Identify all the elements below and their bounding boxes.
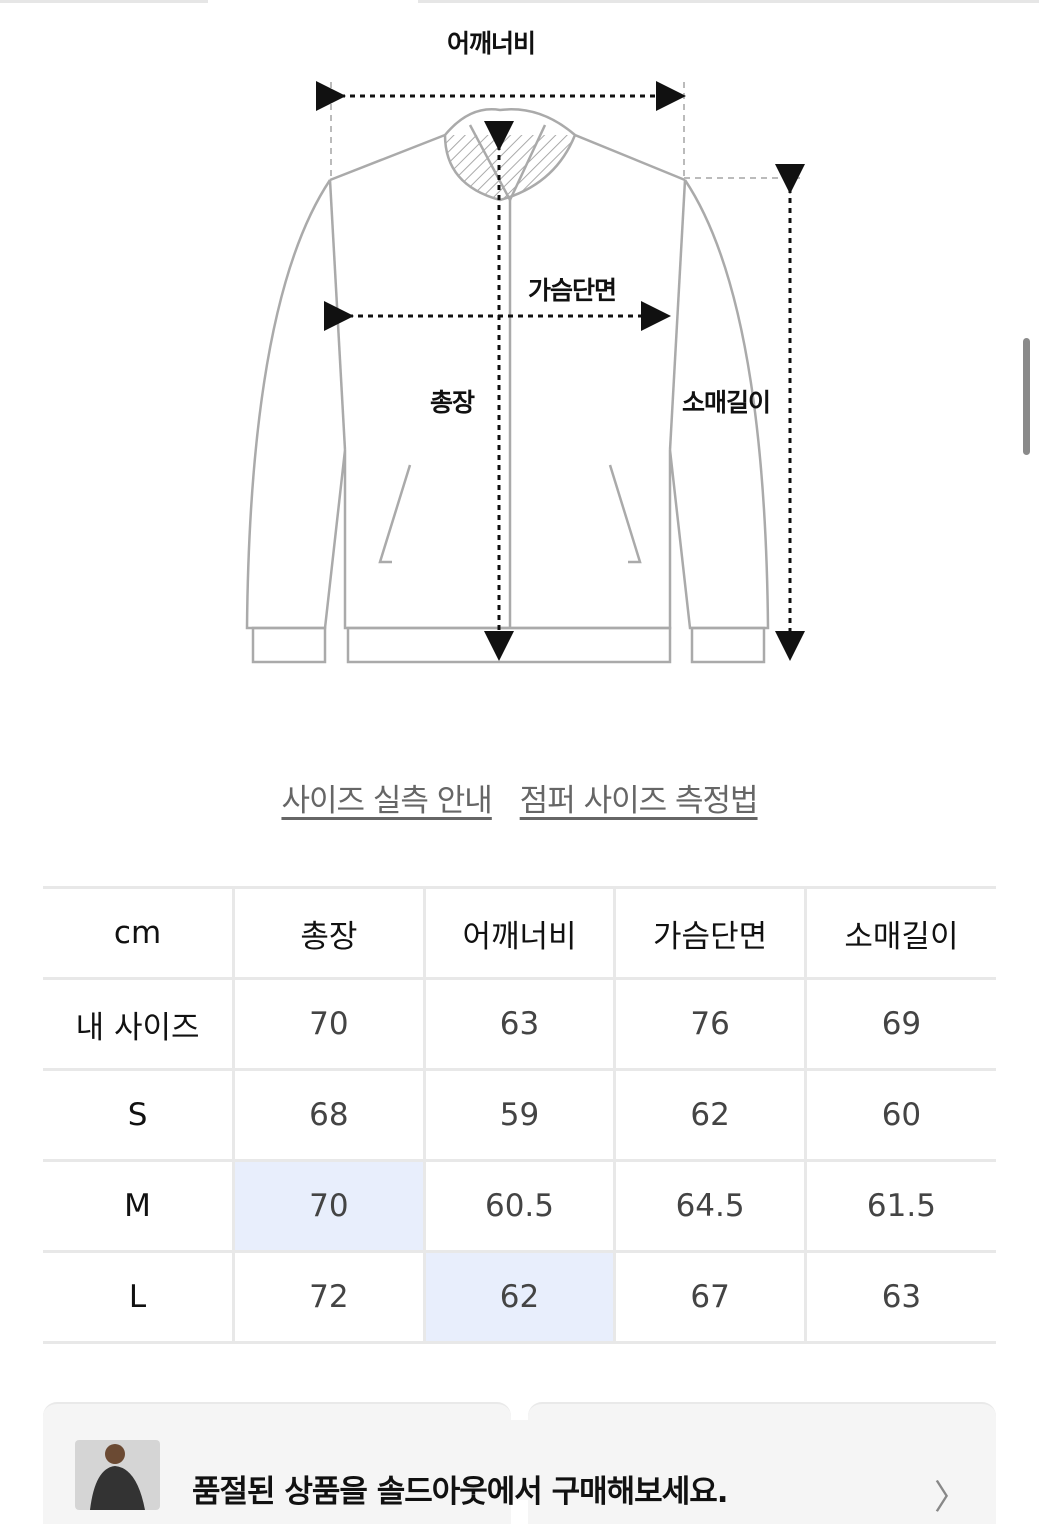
cell: 67: [613, 1250, 807, 1344]
size-label: S: [43, 1068, 236, 1162]
header-cell: 어깨너비: [422, 886, 617, 980]
cell: 61.5: [803, 1159, 996, 1253]
size-label: M: [43, 1159, 236, 1253]
cell: 63: [422, 977, 617, 1071]
size-guide-links: 사이즈 실측 안내 점퍼 사이즈 측정법: [0, 775, 1039, 820]
cell: 63: [803, 1250, 996, 1344]
header-cell: 총장: [232, 886, 426, 980]
table-row: S 68 59 62 60: [43, 1068, 996, 1162]
product-thumbnail: [75, 1440, 160, 1510]
cell: 60: [803, 1068, 996, 1162]
sleeve-label: 소매길이: [682, 388, 771, 417]
cell: 70: [232, 977, 426, 1071]
jumper-measure-method-link[interactable]: 점퍼 사이즈 측정법: [519, 783, 759, 819]
header-cell: 소매길이: [803, 886, 996, 980]
table-row: M 70 60.5 64.5 61.5: [43, 1159, 996, 1253]
size-label: 내 사이즈: [43, 977, 236, 1071]
size-label: L: [43, 1250, 236, 1344]
chevron-right-icon[interactable]: 〉: [934, 1478, 968, 1518]
tab-indicator: [0, 0, 208, 3]
cell: 76: [613, 977, 807, 1071]
cell: 72: [232, 1250, 426, 1344]
cell-highlighted: 62: [422, 1250, 617, 1344]
table-row: L 72 62 67 63: [43, 1250, 996, 1344]
tab-indicator: [418, 0, 1039, 3]
header-cell: 가슴단면: [613, 886, 807, 980]
cell: 59: [422, 1068, 617, 1162]
length-label: 총장: [430, 388, 475, 417]
table-header-row: cm 총장 어깨너비 가슴단면 소매길이: [43, 886, 996, 980]
size-table: cm 총장 어깨너비 가슴단면 소매길이 내 사이즈 70 63 76 69 S…: [43, 886, 996, 1344]
scrollbar[interactable]: [1023, 338, 1030, 455]
cell: 64.5: [613, 1159, 807, 1253]
chest-label: 가슴단면: [528, 276, 617, 305]
cell: 68: [232, 1068, 426, 1162]
table-row: 내 사이즈 70 63 76 69: [43, 977, 996, 1071]
cell-highlighted: 70: [232, 1159, 426, 1253]
soldout-banner[interactable]: [43, 1420, 996, 1500]
shoulder-label: 어깨너비: [447, 29, 536, 58]
size-measure-guide-link[interactable]: 사이즈 실측 안내: [281, 783, 492, 819]
cell: 60.5: [422, 1159, 617, 1253]
cell: 62: [613, 1068, 807, 1162]
cell: 69: [803, 977, 996, 1071]
jacket-size-diagram: [245, 81, 805, 664]
header-cell: cm: [43, 886, 236, 980]
soldout-banner-text: 품절된 상품을 솔드아웃에서 구매해보세요.: [192, 1474, 729, 1510]
